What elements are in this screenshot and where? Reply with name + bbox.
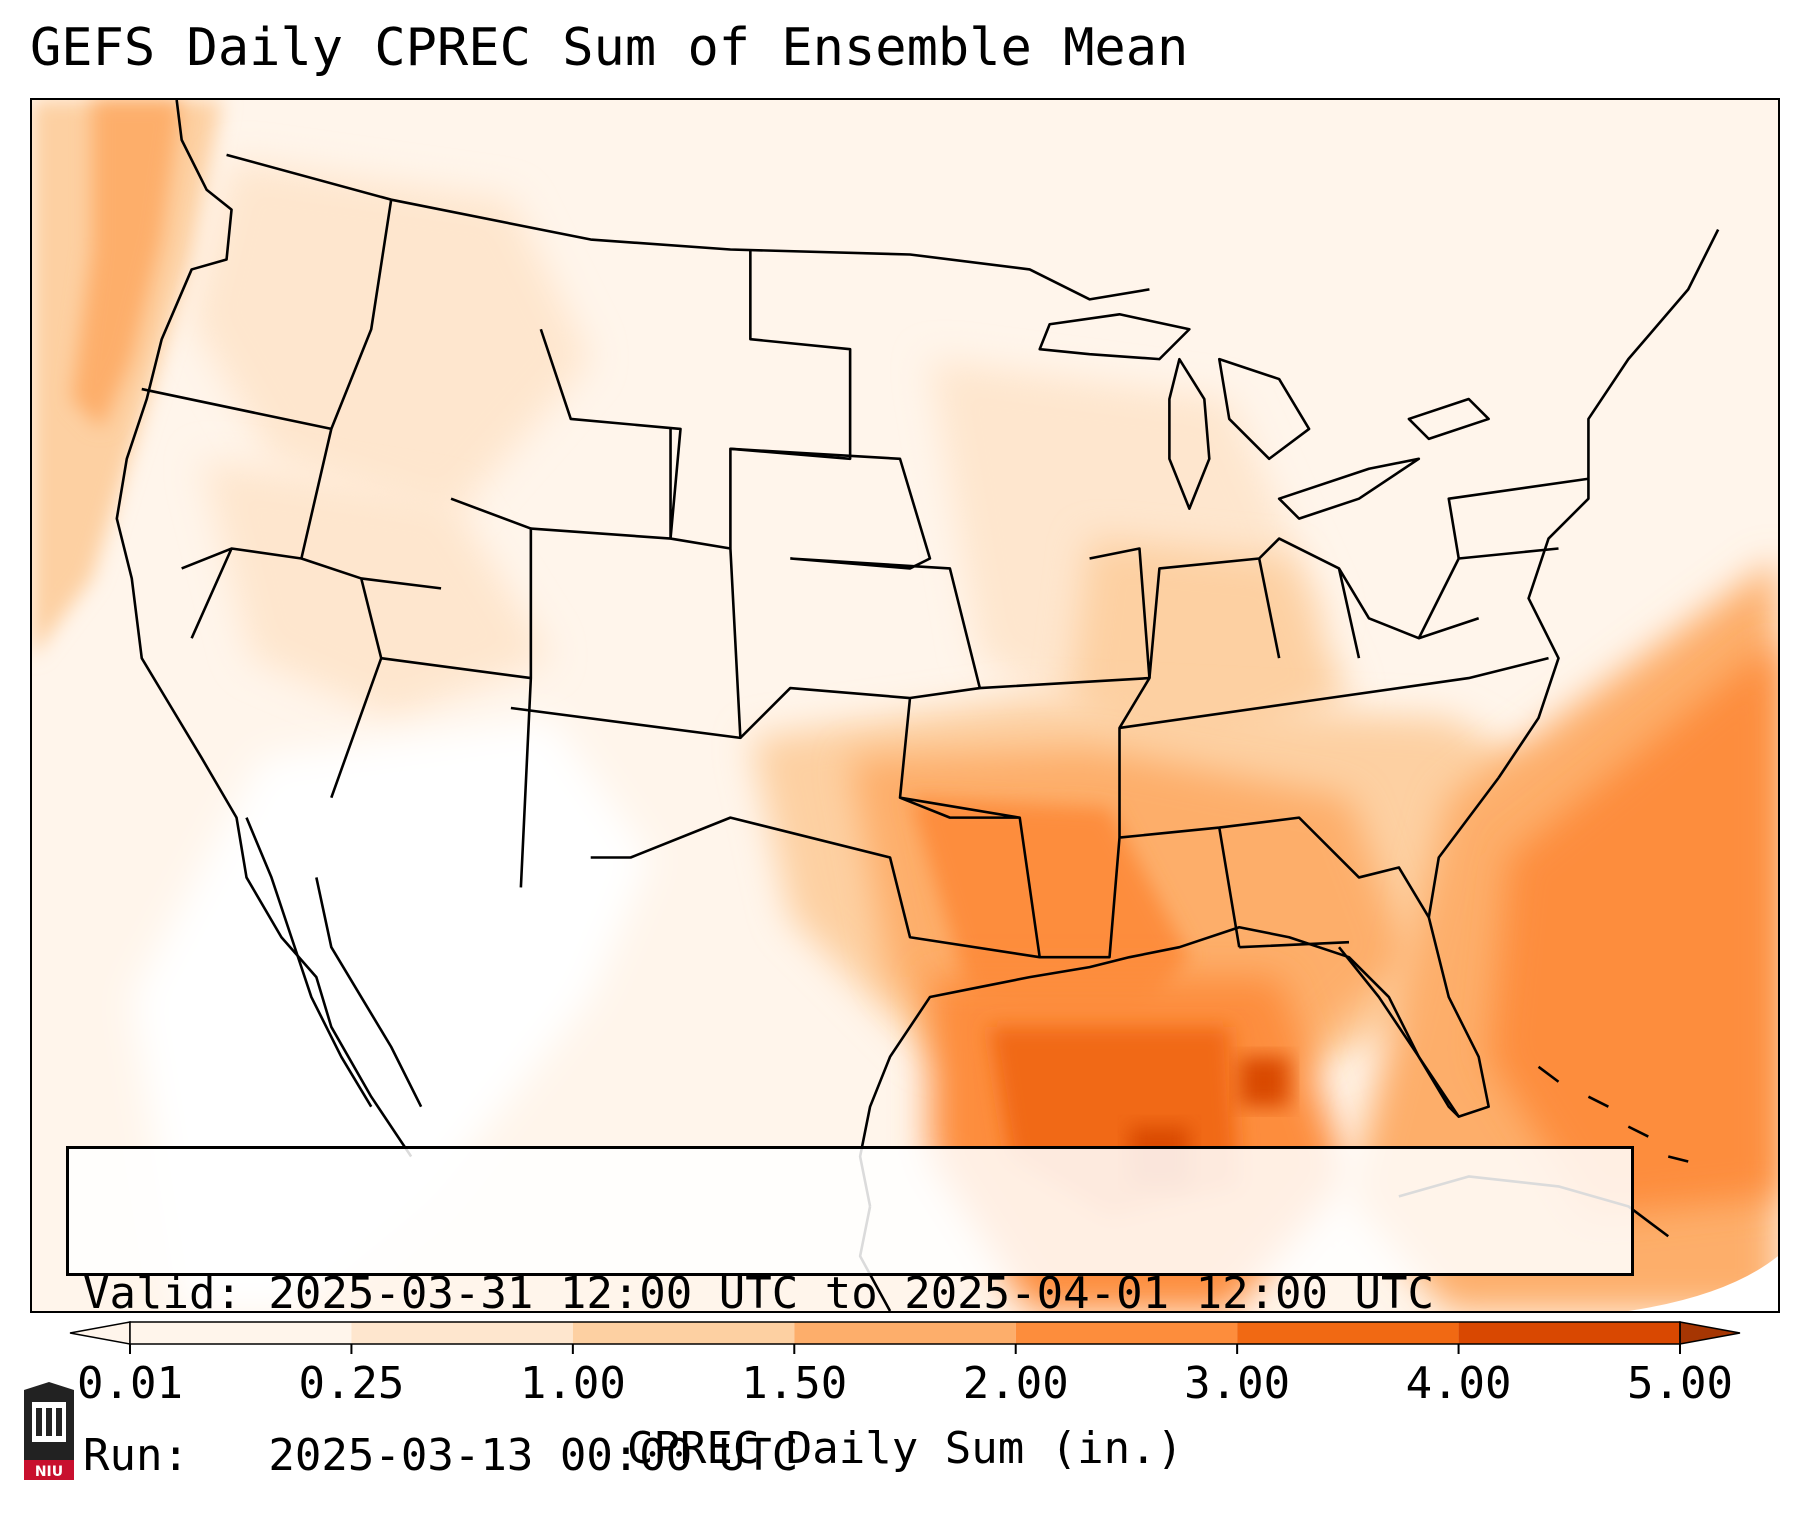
map-title: GEFS Daily CPREC Sum of Ensemble Mean xyxy=(30,18,1189,78)
colorbar-segment xyxy=(1015,1322,1238,1344)
southeast-coast xyxy=(858,776,1500,1207)
lake-erie xyxy=(1277,457,1421,520)
state-lines-east xyxy=(1148,477,1589,679)
colorbar-extend-min xyxy=(69,1321,131,1345)
colorbar-segment xyxy=(572,1322,795,1344)
boundaries xyxy=(115,100,1720,1311)
colorbar-tick-label: 1.50 xyxy=(741,1358,848,1409)
logo-text: NIU xyxy=(35,1464,63,1480)
colorbar-segments xyxy=(69,1321,1741,1345)
lake-ontario xyxy=(1407,397,1490,441)
west-coast xyxy=(115,100,413,1158)
map-panel xyxy=(30,98,1780,1313)
colorbar-tick-label: 2.00 xyxy=(962,1358,1069,1409)
colorbar-segment xyxy=(1237,1322,1459,1344)
us-canada-border xyxy=(226,153,1150,301)
precip-rockies xyxy=(191,159,591,519)
lake-huron xyxy=(1217,357,1311,461)
projection-edge xyxy=(1628,1256,1778,1311)
state-lines-south xyxy=(1039,656,1549,959)
baja xyxy=(245,817,423,1108)
colorbar-tick-label: 1.00 xyxy=(519,1358,626,1409)
colorbar-tick-label: 0.01 xyxy=(77,1358,183,1409)
florida xyxy=(1337,946,1460,1118)
precip-map xyxy=(32,100,1778,1311)
colorbar xyxy=(69,1321,1741,1354)
precip-shading xyxy=(32,100,1778,1311)
colorbar-outline xyxy=(129,1321,1681,1345)
precip-gulf-max2 xyxy=(1239,1056,1290,1107)
colorbar-segment xyxy=(351,1322,573,1344)
colorbar-segment xyxy=(130,1322,352,1344)
valid-run-info-box: Valid: 2025-03-31 12:00 UTC to 2025-04-0… xyxy=(66,1146,1634,1481)
colorbar-tick-label: 3.00 xyxy=(1184,1358,1291,1409)
colorbar-tick-label: 0.25 xyxy=(298,1358,405,1409)
state-lines-west xyxy=(141,199,533,888)
colorbar-segment xyxy=(1458,1322,1680,1344)
precip-great-basin xyxy=(201,458,551,718)
colorbar-segment xyxy=(794,1322,1016,1344)
colorbar-extend-max xyxy=(1679,1321,1741,1345)
valid-time-text: Valid: 2025-03-31 12:00 UTC to 2025-04-0… xyxy=(83,1268,1435,1319)
niu-logo: NIU xyxy=(24,1382,74,1480)
precip-pacific-nw xyxy=(32,100,222,659)
state-lines-plains xyxy=(590,447,1151,959)
lake-superior xyxy=(1038,312,1191,361)
colorbar-tick-label: 5.00 xyxy=(1627,1358,1733,1409)
northeast-coast xyxy=(1497,228,1720,779)
precip-pacific-nw-core xyxy=(71,100,182,429)
state-lines-rockies xyxy=(510,249,852,740)
colorbar-tick-label: 4.00 xyxy=(1405,1358,1512,1409)
precip-atlantic-core xyxy=(1488,638,1778,1217)
bahamas xyxy=(1537,1065,1689,1163)
colorbar-ticks xyxy=(129,1344,1681,1354)
run-time-text: Run: 2025-03-13 00:00 UTC xyxy=(83,1430,799,1481)
lake-michigan xyxy=(1168,357,1211,510)
colorbar-label: CPREC Daily Sum (in.) xyxy=(626,1423,1184,1474)
